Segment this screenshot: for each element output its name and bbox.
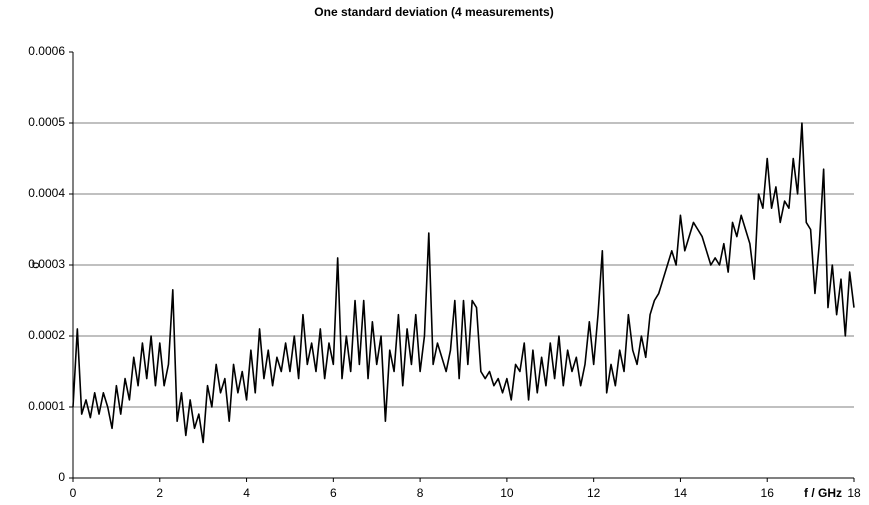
y-tick-label: 0.0005 — [28, 115, 65, 129]
y-tick-label: 0.0004 — [28, 186, 65, 200]
y-tick-label: 0.0006 — [28, 44, 65, 58]
x-tick-label: 6 — [330, 486, 337, 500]
x-tick-label: 14 — [674, 486, 688, 500]
x-tick-label: 4 — [243, 486, 250, 500]
y-tick-label: 0.0002 — [28, 328, 65, 342]
x-tick-label: 8 — [417, 486, 424, 500]
chart-title: One standard deviation (4 measurements) — [314, 5, 553, 19]
y-tick-label: 0.0003 — [28, 257, 65, 271]
x-tick-label: 18 — [847, 486, 861, 500]
y-tick-label: 0.0001 — [28, 399, 65, 413]
x-tick-label: 12 — [587, 486, 601, 500]
x-tick-label: 0 — [70, 486, 77, 500]
x-tick-label: 16 — [761, 486, 775, 500]
x-tick-label: 10 — [500, 486, 514, 500]
y-tick-label: 0 — [58, 470, 65, 484]
data-line — [72, 122, 855, 444]
x-tick-label: 2 — [156, 486, 163, 500]
x-axis-label: f / GHz — [804, 486, 842, 500]
y-axis-label: σ — [28, 261, 42, 269]
